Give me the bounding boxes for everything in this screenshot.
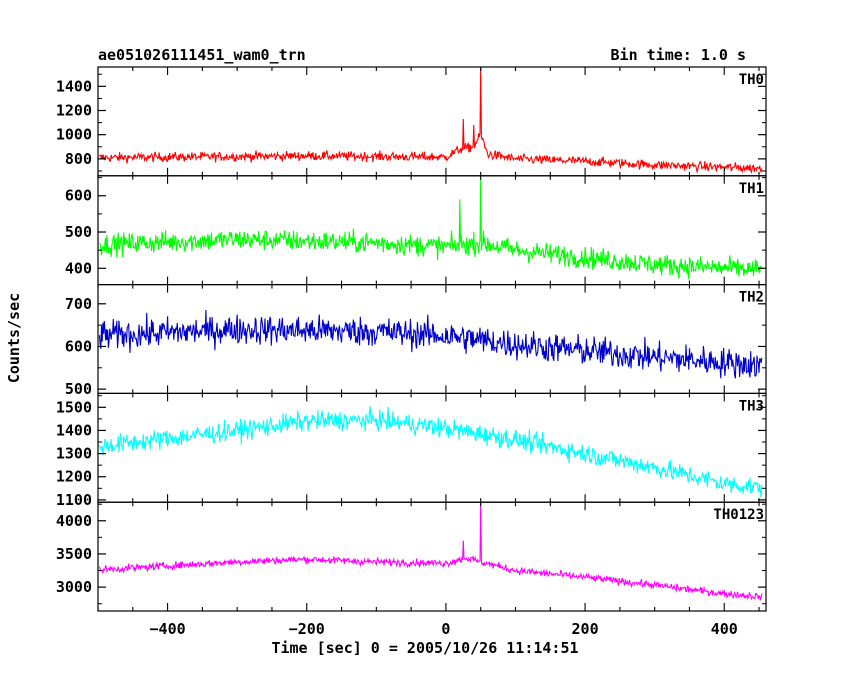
y-tick-label: 700 [65,295,92,313]
chart-title: ae051026111451_wam0_trn [98,46,306,64]
panel-label-th3: TH3 [739,398,764,414]
series-line-th1 [99,177,763,280]
panel-frame [97,66,767,177]
y-tick-label: 600 [65,337,92,355]
x-tick-label: −200 [289,620,325,638]
panel-label-th0123: TH0123 [713,507,764,523]
y-tick-label: 3500 [56,545,92,563]
y-tick-label: 3000 [56,578,92,596]
y-tick-label: 400 [65,259,92,277]
panel-th0123: 3000 3500 4000 TH0123 [56,501,767,612]
y-tick-label: 1400 [56,77,92,95]
y-tick-label: 1200 [56,468,92,486]
bin-time-label: Bin time: 1.0 s [611,46,746,64]
series-line-th3 [98,406,763,498]
y-tick-label: 4000 [56,512,92,530]
y-tick-label: 1000 [56,126,92,144]
y-tick-label: 1500 [56,398,92,416]
x-axis-label: Time [sec] 0 = 2005/10/26 11:14:51 [271,639,578,657]
x-tick-label: −400 [150,620,186,638]
panel-th1: 400 500 600 TH1 [65,175,767,286]
panel-label-th1: TH1 [739,181,764,197]
panel-th3: 1100 1200 1300 1400 1500 TH3 [56,392,767,509]
y-tick-label: 500 [65,223,92,241]
x-tick-label: 400 [711,620,738,638]
y-tick-label: 1200 [56,102,92,120]
y-tick-label: 600 [65,187,92,205]
x-axis: −400 −200 0 200 400 [150,620,738,638]
panel-frame [97,284,767,395]
y-tick-label: 500 [65,380,92,398]
panel-frame [97,501,767,612]
x-tick-label: 0 [441,620,450,638]
y-tick-label: 1400 [56,421,92,439]
panels-group: 800 1000 1200 1400 TH0 400 500 600 TH1 500 600 700 T… [56,66,767,612]
panel-th2: 500 600 700 TH2 [65,284,767,398]
x-tick-label: 200 [572,620,599,638]
panel-frame [97,392,767,503]
y-tick-label: 800 [65,150,92,168]
panel-th0: 800 1000 1200 1400 TH0 [56,66,767,177]
panel-frame [97,175,767,286]
series-line-th2 [98,309,763,379]
y-axis-label: Counts/sec [5,293,23,383]
panel-label-th2: TH2 [739,290,764,306]
y-tick-label: 1300 [56,445,92,463]
series-line-th0 [99,67,763,175]
panel-label-th0: TH0 [739,72,764,88]
series-line-th0123 [98,502,763,601]
y-tick-label: 1100 [56,491,92,509]
